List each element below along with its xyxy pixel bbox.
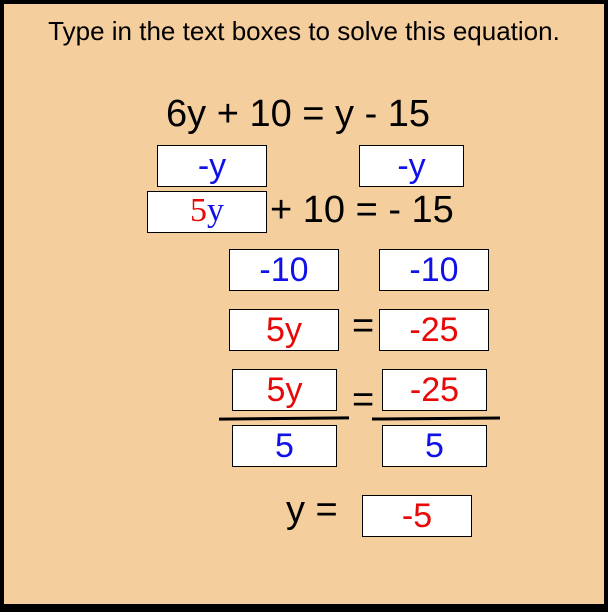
- final-answer-input[interactable]: [362, 495, 472, 537]
- step2-5y: 5y: [190, 192, 224, 229]
- step1-right-input[interactable]: [359, 145, 464, 187]
- step4-equals: =: [352, 305, 374, 348]
- step5-den-left-input[interactable]: [232, 425, 337, 467]
- step4-right-input[interactable]: [379, 309, 489, 351]
- step1-left-input[interactable]: [157, 145, 267, 187]
- divider-left: [219, 416, 349, 420]
- step2-result-box[interactable]: 5y: [147, 191, 267, 233]
- step3-right-input[interactable]: [379, 249, 489, 291]
- step4-left-input[interactable]: [229, 309, 339, 351]
- step5-den-right-input[interactable]: [382, 425, 487, 467]
- work-area: 6y + 10 = y - 15 5y + 10 = - 15 = = y =: [4, 47, 604, 587]
- step5-equals: =: [352, 379, 374, 422]
- step3-left-input[interactable]: [229, 249, 339, 291]
- original-equation: 6y + 10 = y - 15: [166, 93, 430, 136]
- step2-rest: + 10 = - 15: [270, 189, 454, 232]
- step5-num-left-input[interactable]: [232, 369, 337, 411]
- divider-right: [372, 416, 500, 420]
- instruction-text: Type in the text boxes to solve this equ…: [4, 4, 604, 47]
- final-var: y =: [286, 489, 338, 532]
- step5-num-right-input[interactable]: [382, 369, 487, 411]
- worksheet-frame: Type in the text boxes to solve this equ…: [4, 4, 604, 604]
